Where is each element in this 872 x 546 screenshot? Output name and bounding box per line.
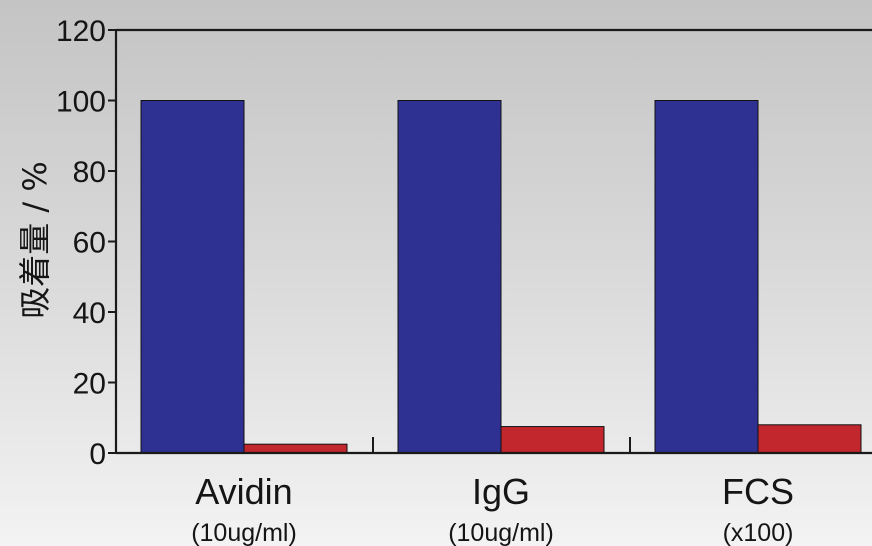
- y-tick-label-40: 40: [73, 297, 106, 330]
- y-tick-label-120: 120: [56, 15, 106, 48]
- y-tick-label-60: 60: [73, 227, 106, 260]
- bar-avidin-series-1: [141, 101, 244, 454]
- bars-layer: [141, 101, 861, 454]
- bar-igg-series-1: [398, 101, 501, 454]
- bar-avidin-series-2: [244, 444, 347, 453]
- y-tick-label-20: 20: [73, 368, 106, 401]
- y-tick-label-80: 80: [73, 156, 106, 189]
- x-category-sublabel-fcs: (x100): [723, 519, 794, 546]
- x-category-sublabel-igg: (10ug/ml): [448, 519, 554, 546]
- y-axis-label: 吸着量 / %: [16, 161, 54, 319]
- x-category-label-fcs: FCS: [722, 471, 794, 512]
- y-tick-label-100: 100: [56, 86, 106, 119]
- bar-fcs-series-1: [655, 101, 758, 454]
- x-category-label-igg: IgG: [472, 471, 530, 512]
- x-category-sublabel-avidin: (10ug/ml): [191, 519, 297, 546]
- y-tick-label-0: 0: [89, 438, 106, 471]
- x-category-label-avidin: Avidin: [195, 471, 292, 512]
- bar-igg-series-2: [501, 427, 604, 453]
- bar-fcs-series-2: [758, 425, 861, 453]
